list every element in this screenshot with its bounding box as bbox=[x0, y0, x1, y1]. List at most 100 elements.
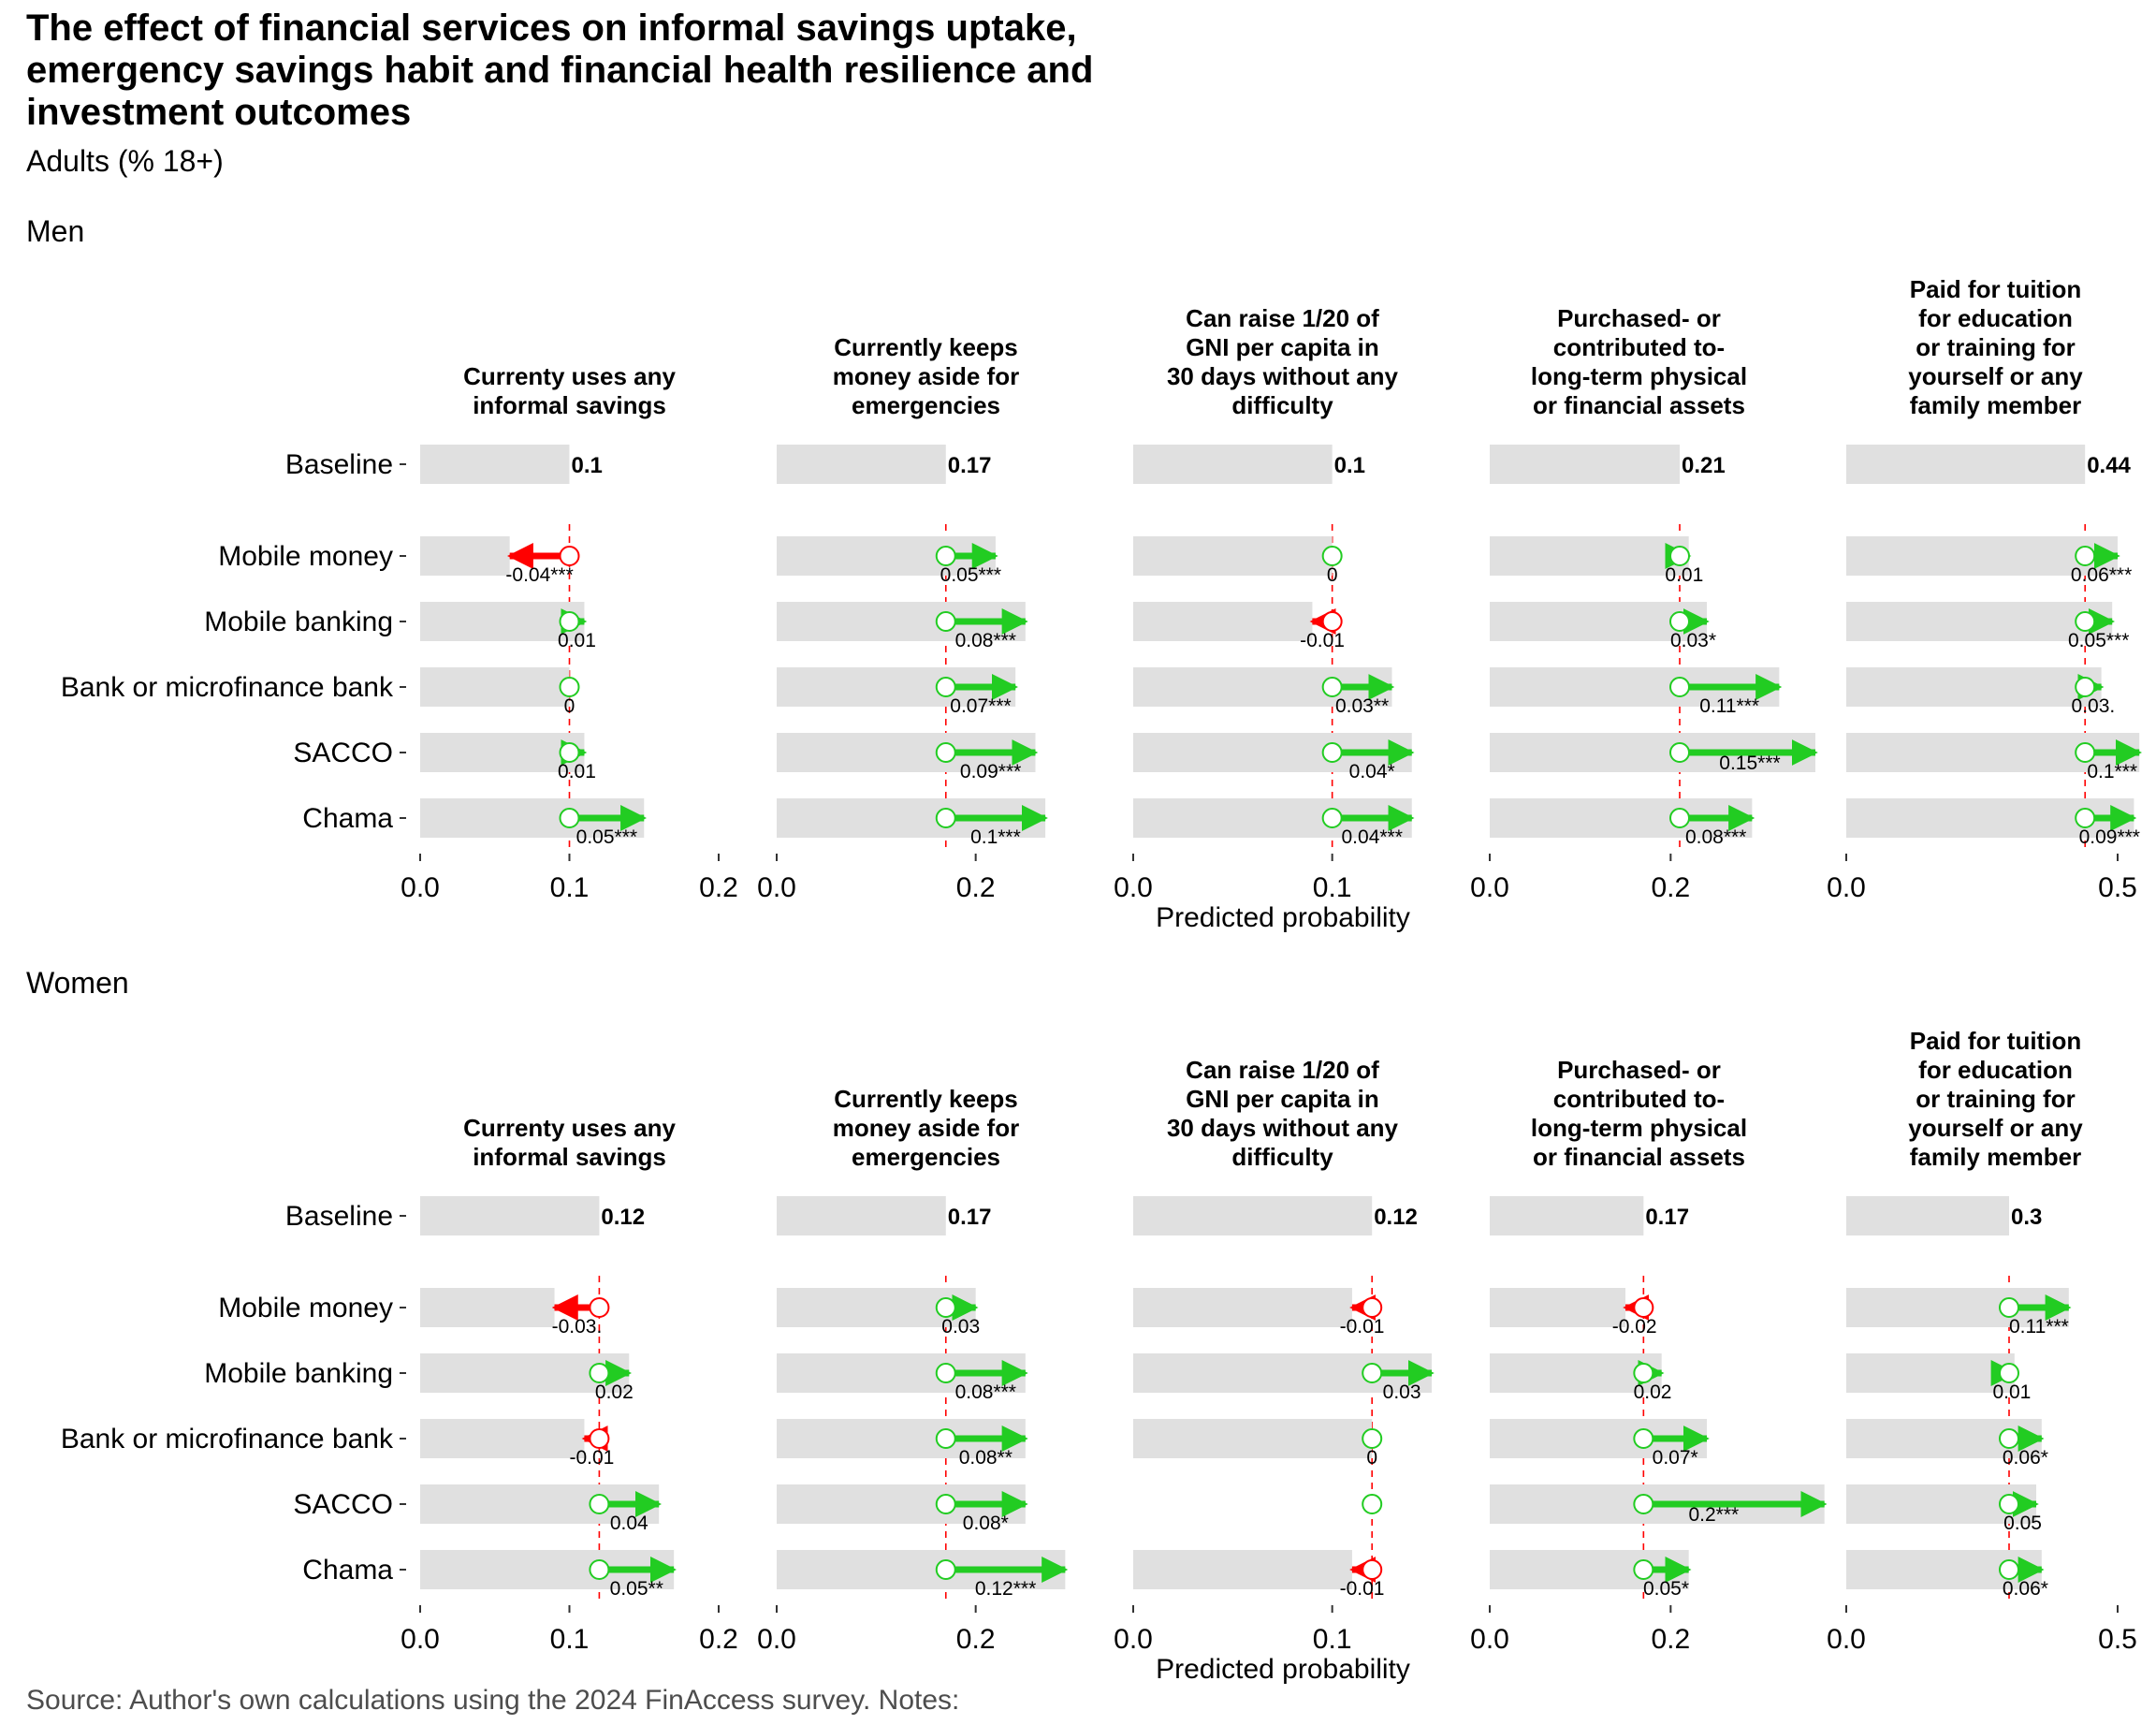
baseline-point bbox=[1999, 1297, 2019, 1318]
effect-label: 0.08*** bbox=[955, 630, 1016, 651]
x-tick-label: 0.1 bbox=[1313, 872, 1352, 903]
row-label: Mobile banking bbox=[204, 607, 393, 637]
effect-bar bbox=[420, 602, 585, 641]
baseline-point bbox=[935, 611, 956, 632]
effect-label: 0 bbox=[564, 695, 575, 717]
effect-bar bbox=[420, 667, 570, 707]
baseline-point bbox=[559, 742, 580, 763]
baseline-bar bbox=[1133, 1196, 1373, 1235]
baseline-bar bbox=[1846, 445, 2086, 484]
effect-label: 0.05* bbox=[1643, 1578, 1689, 1600]
panel-title: Currenty uses any bbox=[463, 1114, 676, 1142]
group-label: Men bbox=[26, 214, 84, 248]
effect-label: 0.03* bbox=[1670, 630, 1716, 651]
effect-label: 0.1*** bbox=[2087, 761, 2137, 782]
x-axis-title: Predicted probability bbox=[1156, 1654, 1410, 1685]
x-tick-label: 0.1 bbox=[1313, 1624, 1352, 1655]
baseline-bar bbox=[420, 1196, 600, 1235]
baseline-label: 0.17 bbox=[948, 453, 992, 478]
effect-label: -0.01 bbox=[1340, 1578, 1385, 1600]
effect-bar bbox=[1490, 1353, 1662, 1393]
panel-title: GNI per capita in bbox=[1186, 333, 1379, 361]
baseline-bar bbox=[420, 445, 570, 484]
x-tick-label: 0.2 bbox=[1651, 872, 1690, 903]
baseline-point bbox=[1321, 808, 1343, 828]
panel-title: Paid for tuition bbox=[1910, 275, 2081, 303]
panel-title: Purchased- or bbox=[1557, 1056, 1721, 1084]
panel-title: or training for bbox=[1916, 1085, 2075, 1113]
baseline-point bbox=[1362, 1363, 1383, 1383]
x-tick-label: 0.0 bbox=[401, 872, 440, 903]
panel-title: emergencies bbox=[852, 391, 1000, 419]
x-tick-label: 0.2 bbox=[956, 1624, 996, 1655]
x-tick-label: 0.0 bbox=[1827, 1624, 1866, 1655]
baseline-point bbox=[1321, 677, 1343, 697]
effect-bar bbox=[420, 1419, 585, 1458]
effect-label: -0.03. bbox=[552, 1316, 603, 1338]
baseline-point bbox=[1669, 677, 1690, 697]
panel-title: Purchased- or bbox=[1557, 304, 1721, 332]
panel-title: emergencies bbox=[852, 1143, 1000, 1171]
panel-title: yourself or any bbox=[1908, 1114, 2083, 1142]
panel-title: difficulty bbox=[1231, 1143, 1333, 1171]
effect-label: 0.07* bbox=[1653, 1447, 1698, 1469]
panel-title: long-term physical bbox=[1531, 1114, 1747, 1142]
x-tick-label: 0.0 bbox=[1470, 872, 1509, 903]
panel-title: GNI per capita in bbox=[1186, 1085, 1379, 1113]
effect-bar bbox=[1133, 536, 1333, 576]
effect-bar bbox=[1490, 1288, 1625, 1327]
baseline-label: 0.17 bbox=[948, 1205, 992, 1230]
panel-title: Paid for tuition bbox=[1910, 1027, 2081, 1055]
effect-label: 0.09*** bbox=[960, 761, 1021, 782]
x-tick-label: 0.0 bbox=[757, 872, 796, 903]
baseline-bar bbox=[777, 1196, 946, 1235]
x-tick-label: 0.2 bbox=[956, 872, 996, 903]
effect-label: 0.08*** bbox=[955, 1381, 1016, 1403]
baseline-point bbox=[1633, 1363, 1654, 1383]
effect-label: 0.04* bbox=[1349, 761, 1395, 782]
x-tick-label: 0.5 bbox=[2098, 1624, 2137, 1655]
panel-title: Currently keeps bbox=[834, 333, 1018, 361]
effect-bar bbox=[1846, 1353, 2015, 1393]
panel-title: informal savings bbox=[473, 391, 666, 419]
effect-label: 0 bbox=[1366, 1447, 1377, 1469]
row-label: Bank or microfinance bank bbox=[61, 1424, 394, 1455]
baseline-point bbox=[589, 1363, 610, 1383]
effect-label: 0.01 bbox=[558, 630, 596, 651]
baseline-bar bbox=[1846, 1196, 2009, 1235]
row-label: Mobile money bbox=[218, 1293, 393, 1323]
baseline-point bbox=[559, 808, 580, 828]
effect-bar bbox=[1133, 1550, 1352, 1589]
x-tick-label: 0.2 bbox=[699, 872, 738, 903]
effect-label: 0.08* bbox=[963, 1513, 1009, 1534]
panel-title: or financial assets bbox=[1533, 1143, 1745, 1171]
effect-label: 0.08** bbox=[959, 1447, 1012, 1469]
baseline-point bbox=[1633, 1297, 1654, 1318]
panel-title: 30 days without any bbox=[1167, 1114, 1399, 1142]
effect-bar bbox=[1846, 602, 2113, 641]
effect-label: 0.01 bbox=[558, 761, 596, 782]
baseline-point bbox=[589, 1297, 610, 1318]
baseline-point bbox=[2075, 611, 2096, 632]
x-tick-label: 0.1 bbox=[550, 1624, 590, 1655]
effect-label: 0.02 bbox=[1634, 1381, 1672, 1403]
effect-label: 0.05*** bbox=[576, 826, 637, 848]
baseline-label: 0.12 bbox=[601, 1205, 645, 1230]
x-tick-label: 0.0 bbox=[1114, 872, 1153, 903]
panel-title: family member bbox=[1910, 391, 2082, 419]
baseline-point bbox=[1362, 1428, 1383, 1449]
baseline-point bbox=[589, 1559, 610, 1580]
baseline-point bbox=[1999, 1363, 2019, 1383]
effect-label: 0.04*** bbox=[1342, 826, 1403, 848]
effect-label: 0.06* bbox=[2003, 1578, 2048, 1600]
baseline-point bbox=[935, 1297, 956, 1318]
effect-label: 0.01 bbox=[1992, 1381, 2031, 1403]
effect-bar bbox=[420, 536, 510, 576]
effect-bar bbox=[1490, 536, 1689, 576]
panel-title: Can raise 1/20 of bbox=[1186, 1056, 1379, 1084]
baseline-point bbox=[2075, 742, 2096, 763]
effect-label: 0.07*** bbox=[950, 695, 1011, 717]
baseline-point bbox=[935, 1559, 956, 1580]
row-label: SACCO bbox=[293, 1489, 393, 1520]
x-tick-label: 0.0 bbox=[757, 1624, 796, 1655]
